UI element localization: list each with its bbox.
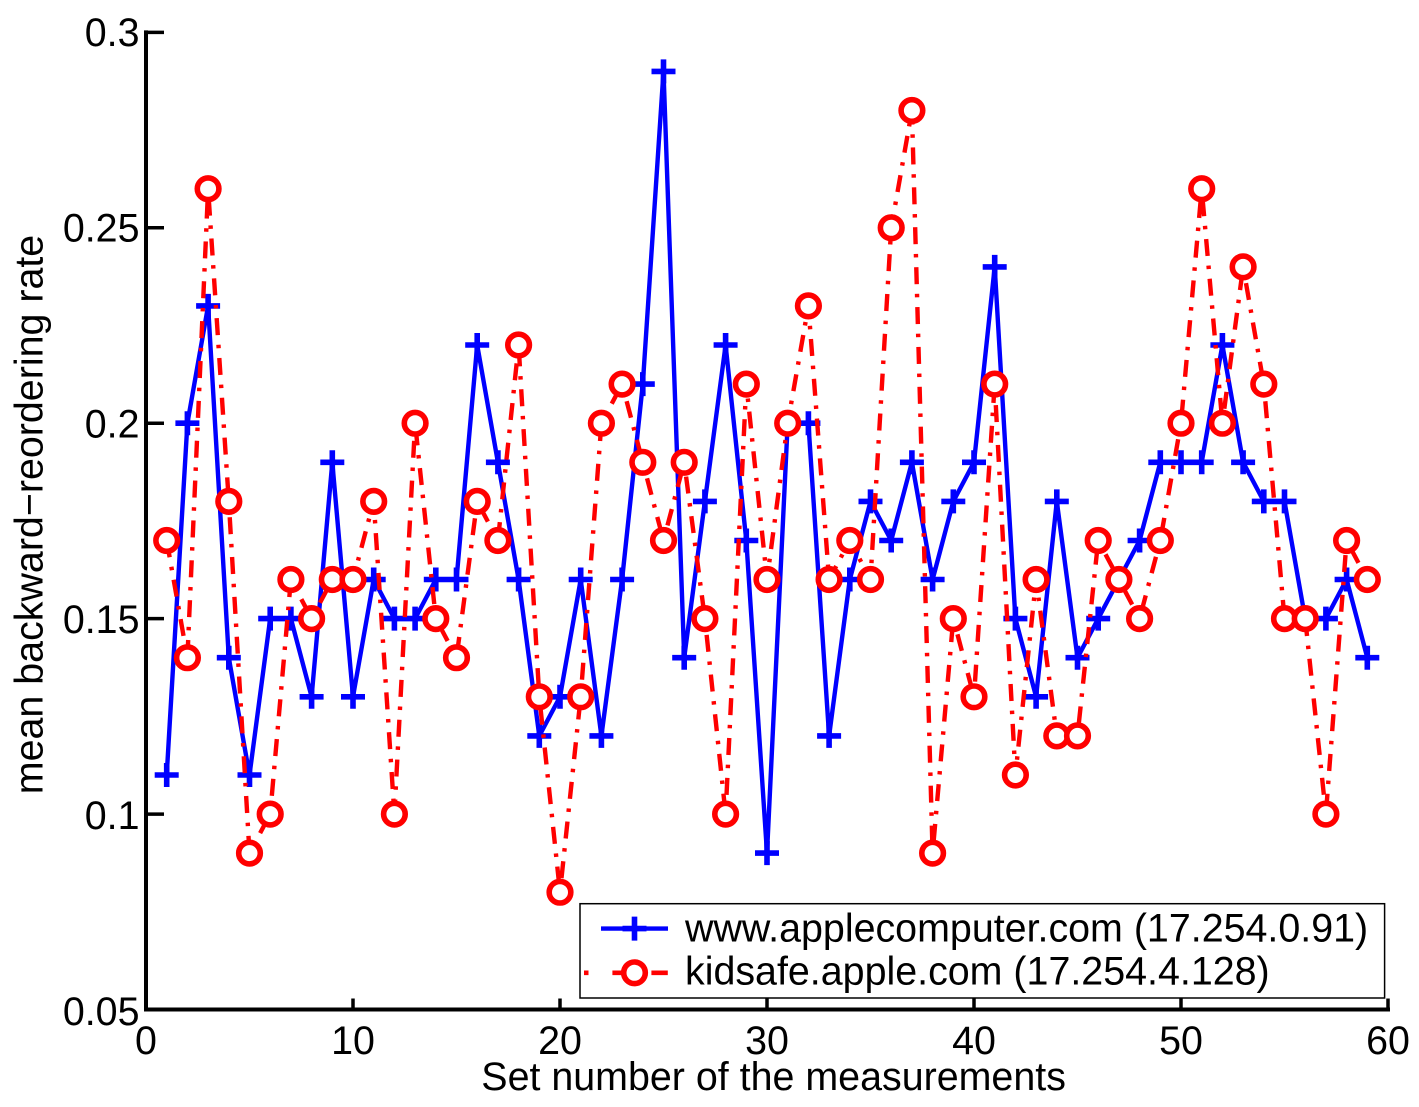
svg-text:www.applecomputer.com (17.254.: www.applecomputer.com (17.254.0.91): [684, 906, 1368, 950]
svg-text:50: 50: [1159, 1019, 1203, 1063]
svg-text:Set number of the measurements: Set number of the measurements: [481, 1055, 1066, 1099]
svg-text:40: 40: [952, 1019, 996, 1063]
svg-text:10: 10: [331, 1019, 375, 1063]
svg-text:mean backward−reordering rate: mean backward−reordering rate: [8, 235, 52, 794]
svg-text:0.25: 0.25: [63, 207, 140, 251]
svg-text:0.2: 0.2: [85, 403, 140, 447]
svg-text:60: 60: [1366, 1019, 1410, 1063]
svg-text:0.05: 0.05: [63, 990, 140, 1034]
svg-text:kidsafe.apple.com (17.254.4.12: kidsafe.apple.com (17.254.4.128): [685, 950, 1270, 994]
svg-text:0: 0: [135, 1019, 157, 1063]
svg-text:0.3: 0.3: [85, 11, 140, 55]
svg-text:0.1: 0.1: [85, 794, 140, 838]
svg-text:20: 20: [538, 1019, 582, 1063]
svg-text:30: 30: [745, 1019, 789, 1063]
svg-text:0.15: 0.15: [63, 598, 140, 642]
